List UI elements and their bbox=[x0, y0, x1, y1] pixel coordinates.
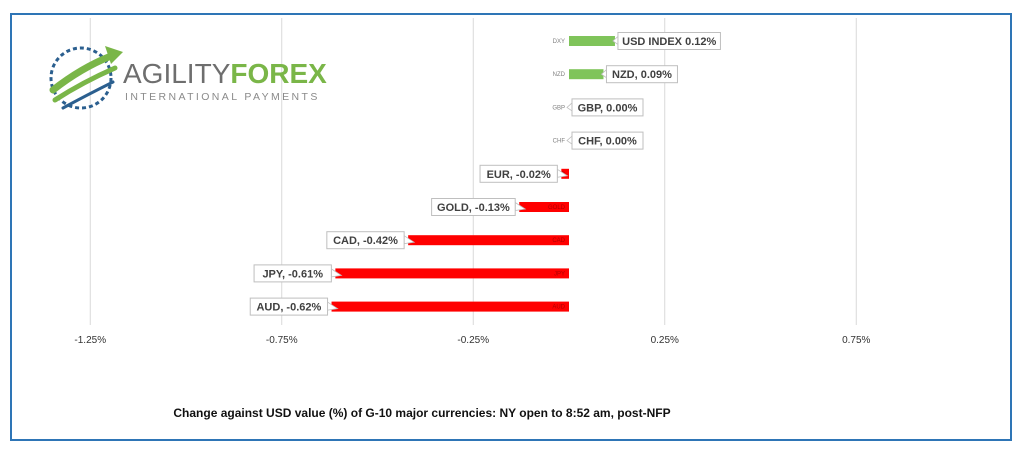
brand-name: AGILITYFOREX bbox=[123, 60, 327, 88]
brand-logo: AGILITYFOREX INTERNATIONAL PAYMENTS bbox=[45, 38, 327, 128]
bar bbox=[569, 36, 615, 46]
data-label-box bbox=[571, 98, 644, 117]
category-label: CHF bbox=[553, 139, 566, 145]
bar bbox=[519, 202, 569, 212]
bar bbox=[561, 168, 569, 179]
category-label: DXY bbox=[553, 39, 565, 45]
data-label-box bbox=[249, 297, 329, 316]
category-label: NZD bbox=[553, 72, 566, 78]
category-label: GOLD bbox=[548, 205, 566, 211]
chart-frame bbox=[10, 13, 1012, 441]
data-label: CHF, 0.00% bbox=[578, 136, 637, 148]
globe-swoosh-icon bbox=[49, 46, 123, 110]
category-label: GBP bbox=[552, 105, 565, 111]
brand-name-part1: AGILITY bbox=[123, 58, 231, 89]
data-label: EUR, -0.02% bbox=[487, 169, 551, 181]
brand-tagline: INTERNATIONAL PAYMENTS bbox=[125, 91, 320, 103]
data-labels: USD INDEX 0.12% NZD, 0.09% GBP, 0.00% CHF, … bbox=[249, 32, 721, 316]
data-label: GBP, 0.00% bbox=[578, 102, 638, 114]
data-label-box bbox=[326, 231, 405, 250]
bars bbox=[331, 36, 615, 312]
x-tick-label: -0.75% bbox=[266, 335, 298, 346]
data-label-box bbox=[431, 198, 516, 216]
label-pointer bbox=[566, 135, 573, 145]
data-label: GOLD, -0.13% bbox=[437, 202, 510, 214]
x-axis-tick-labels: -1.25% -0.75% -0.25% 0.25% 0.75% bbox=[74, 335, 870, 346]
category-label: CAD bbox=[552, 238, 565, 244]
label-pointer bbox=[566, 102, 573, 112]
data-label-box bbox=[571, 131, 644, 150]
bar bbox=[569, 69, 604, 80]
data-label-box bbox=[617, 32, 721, 50]
bar bbox=[335, 268, 569, 279]
bar bbox=[408, 235, 569, 246]
x-tick-label: -1.25% bbox=[74, 335, 106, 346]
category-label: JPY bbox=[554, 271, 565, 277]
data-label-box bbox=[479, 164, 558, 183]
category-label: AUD bbox=[552, 305, 565, 311]
bar bbox=[331, 301, 569, 312]
data-label-box bbox=[253, 264, 332, 283]
data-label: NZD, 0.09% bbox=[612, 69, 672, 81]
data-label: JPY, -0.61% bbox=[262, 268, 323, 280]
brand-name-part2: FOREX bbox=[230, 58, 327, 89]
data-label-box bbox=[605, 65, 678, 84]
data-label: CAD, -0.42% bbox=[333, 235, 398, 247]
x-tick-label: 0.25% bbox=[651, 335, 679, 346]
x-tick-label: 0.75% bbox=[842, 335, 870, 346]
data-label: AUD, -0.62% bbox=[256, 302, 321, 314]
chart-caption: Change against USD value (%) of G-10 maj… bbox=[173, 406, 671, 420]
x-tick-label: -0.25% bbox=[457, 335, 489, 346]
data-label: USD INDEX 0.12% bbox=[622, 36, 716, 48]
